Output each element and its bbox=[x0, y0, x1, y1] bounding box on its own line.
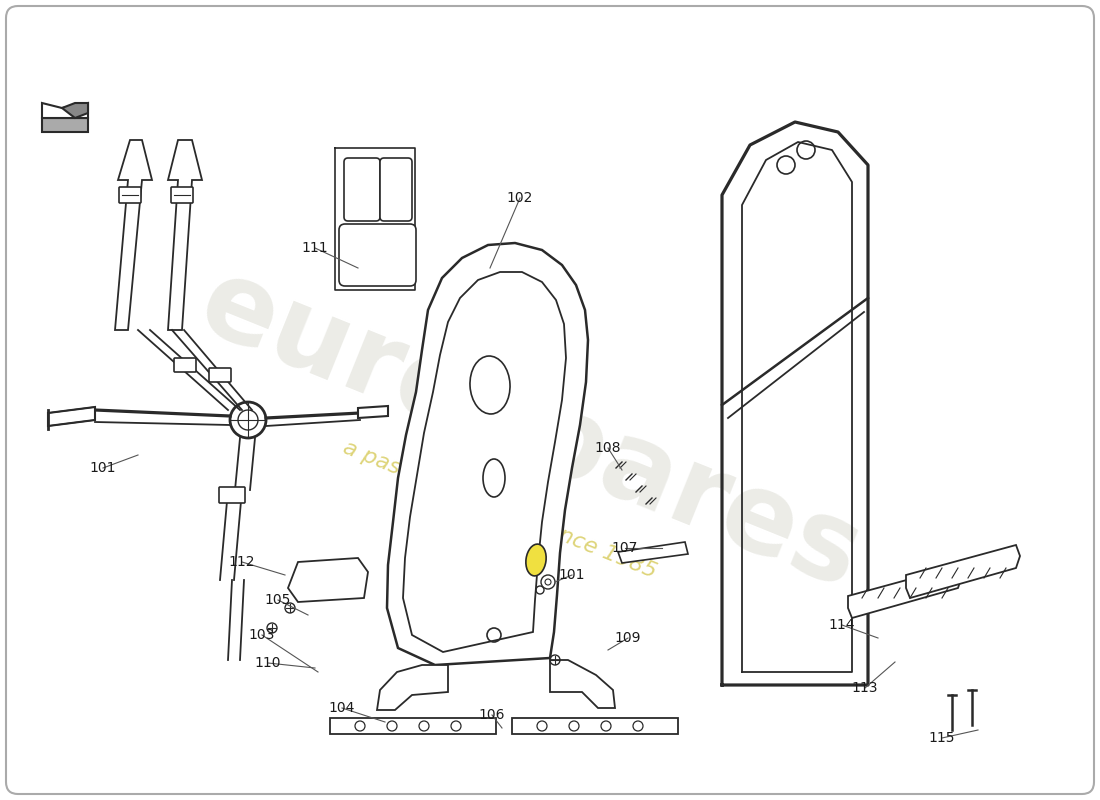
Text: 104: 104 bbox=[329, 701, 355, 715]
Polygon shape bbox=[848, 566, 962, 618]
FancyBboxPatch shape bbox=[6, 6, 1094, 794]
FancyBboxPatch shape bbox=[170, 187, 192, 203]
Polygon shape bbox=[618, 542, 688, 563]
Polygon shape bbox=[62, 103, 88, 118]
Text: 113: 113 bbox=[851, 681, 878, 695]
Text: 101: 101 bbox=[559, 568, 585, 582]
Ellipse shape bbox=[483, 459, 505, 497]
Text: 102: 102 bbox=[507, 191, 534, 205]
Text: 115: 115 bbox=[928, 731, 955, 745]
Ellipse shape bbox=[526, 544, 546, 576]
Polygon shape bbox=[358, 406, 388, 418]
FancyBboxPatch shape bbox=[209, 368, 231, 382]
Polygon shape bbox=[116, 140, 152, 330]
Polygon shape bbox=[48, 407, 95, 426]
Text: 111: 111 bbox=[301, 241, 328, 255]
FancyBboxPatch shape bbox=[344, 158, 380, 221]
FancyBboxPatch shape bbox=[379, 158, 412, 221]
Text: 109: 109 bbox=[615, 631, 641, 645]
Polygon shape bbox=[377, 665, 448, 710]
Polygon shape bbox=[288, 558, 368, 602]
Text: eurospares: eurospares bbox=[184, 249, 876, 611]
FancyBboxPatch shape bbox=[119, 187, 141, 203]
FancyBboxPatch shape bbox=[174, 358, 196, 372]
Polygon shape bbox=[387, 243, 588, 665]
Polygon shape bbox=[550, 660, 615, 708]
Polygon shape bbox=[906, 545, 1020, 598]
FancyBboxPatch shape bbox=[339, 224, 416, 286]
Text: 103: 103 bbox=[249, 628, 275, 642]
Text: 107: 107 bbox=[612, 541, 638, 555]
Polygon shape bbox=[512, 718, 678, 734]
FancyBboxPatch shape bbox=[219, 487, 245, 503]
Polygon shape bbox=[42, 118, 88, 132]
Ellipse shape bbox=[470, 356, 510, 414]
Polygon shape bbox=[330, 718, 496, 734]
Text: 106: 106 bbox=[478, 708, 505, 722]
Text: 105: 105 bbox=[265, 593, 292, 607]
Text: 114: 114 bbox=[828, 618, 856, 632]
Text: 110: 110 bbox=[255, 656, 282, 670]
Polygon shape bbox=[403, 272, 566, 652]
Text: 112: 112 bbox=[229, 555, 255, 569]
Text: 101: 101 bbox=[90, 461, 117, 475]
Polygon shape bbox=[42, 103, 88, 118]
Text: a passion for parts since 1985: a passion for parts since 1985 bbox=[340, 438, 660, 582]
Polygon shape bbox=[168, 140, 202, 330]
Text: 108: 108 bbox=[595, 441, 621, 455]
